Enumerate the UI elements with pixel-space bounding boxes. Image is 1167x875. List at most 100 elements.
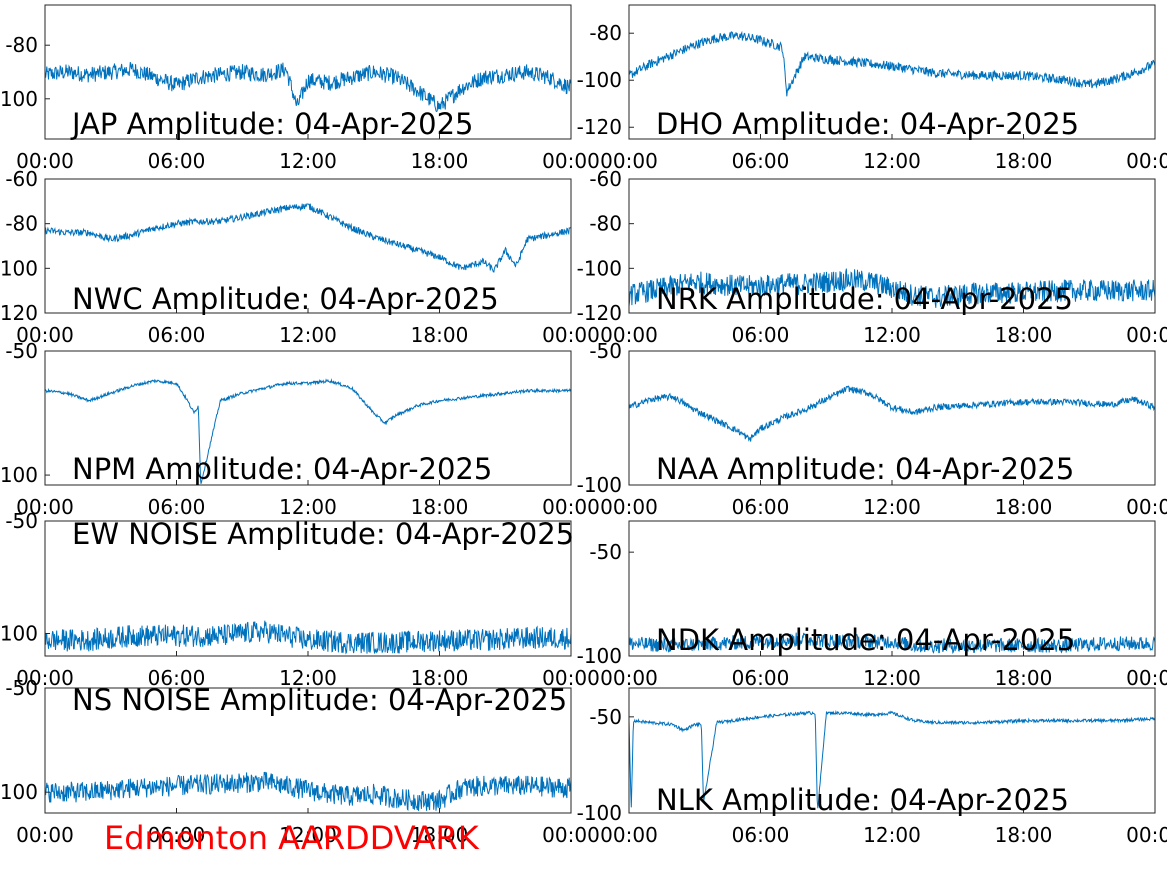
x-tick-label-7-3: 18:00	[995, 666, 1053, 690]
x-tick-label-4-2: 12:00	[279, 495, 337, 519]
chart-panel-0: 00:00 06:00 12:00 18:00 00:00 -80 100 JAP Ampli…	[0, 4, 600, 173]
x-tick-label-5-3: 18:00	[995, 495, 1053, 519]
x-tick-label-1-4: 00:00	[1126, 149, 1167, 173]
x-tick-label-4-1: 06:00	[148, 495, 206, 519]
x-tick-label-5-1: 06:00	[732, 495, 790, 519]
x-tick-label-6-2: 12:00	[279, 666, 337, 690]
chart-title-1: DHO Amplitude: 04-Apr-2025	[656, 107, 1079, 141]
x-tick-label-9-3: 18:00	[995, 823, 1053, 847]
chart-title-7: NDK Amplitude: 04-Apr-2025	[656, 623, 1075, 657]
y-tick-label-6-0: -50	[5, 509, 38, 533]
x-tick-label-1-3: 18:00	[995, 149, 1053, 173]
x-tick-label-0-0: 00:00	[16, 149, 74, 173]
station-label: Edmonton AARDDVARK	[104, 819, 479, 857]
x-tick-label-6-1: 06:00	[148, 666, 206, 690]
y-tick-label-8-0: -50	[5, 676, 38, 700]
x-tick-label-7-4: 00:00	[1126, 666, 1167, 690]
x-tick-label-6-0: 00:00	[16, 666, 74, 690]
y-tick-label-8-1: 100	[0, 780, 38, 804]
x-tick-label-2-3: 18:00	[411, 323, 469, 347]
x-tick-label-9-1: 06:00	[732, 823, 790, 847]
chart-title-9: NLK Amplitude: 04-Apr-2025	[656, 783, 1069, 817]
series-line-2-0	[45, 203, 571, 273]
series-line-7-0	[629, 632, 1155, 655]
y-tick-label-3-2: -100	[577, 256, 622, 280]
series-line-8-0	[45, 771, 571, 811]
chart-title-2: NWC Amplitude: 04-Apr-2025	[72, 282, 499, 316]
x-tick-label-8-1: 06:00	[148, 823, 206, 847]
x-tick-label-0-1: 06:00	[148, 149, 206, 173]
y-tick-label-5-1: -100	[577, 473, 622, 497]
y-tick-label-2-0: -60	[5, 167, 38, 191]
x-tick-label-7-1: 06:00	[732, 666, 790, 690]
y-tick-label-3-1: -80	[589, 212, 622, 236]
y-tick-label-9-0: -50	[589, 705, 622, 729]
x-tick-label-8-3: 18:00	[411, 823, 469, 847]
x-tick-label-3-3: 18:00	[995, 323, 1053, 347]
chart-panel-7: 00:00 06:00 12:00 18:00 00:00 -50 -100 NDK Ampl…	[577, 520, 1167, 690]
x-tick-label-3-4: 00:00	[1126, 323, 1167, 347]
x-tick-label-7-0: 00:00	[600, 666, 658, 690]
y-tick-label-4-1: 100	[0, 463, 38, 487]
x-tick-label-3-0: 00:00	[600, 323, 658, 347]
x-tick-label-6-3: 18:00	[411, 666, 469, 690]
y-tick-label-9-1: -100	[577, 801, 622, 825]
x-tick-label-1-2: 12:00	[863, 149, 921, 173]
chart-panel-9: 00:00 06:00 12:00 18:00 00:00 -50 -100 NLK Ampl…	[577, 687, 1167, 847]
x-tick-label-4-4: 00:00	[542, 495, 600, 519]
x-tick-label-8-4: 00:00	[542, 823, 600, 847]
x-tick-label-0-4: 00:00	[542, 149, 600, 173]
y-tick-label-2-2: 100	[0, 256, 38, 280]
x-tick-label-7-2: 12:00	[863, 666, 921, 690]
x-tick-label-8-0: 00:00	[16, 823, 74, 847]
x-tick-label-9-0: 00:00	[600, 823, 658, 847]
y-tick-label-1-0: -80	[589, 21, 622, 45]
x-tick-label-1-1: 06:00	[732, 149, 790, 173]
x-tick-label-4-0: 00:00	[16, 495, 74, 519]
chart-panel-2: 00:00 06:00 12:00 18:00 00:00 -60 -80 100 120 NWC…	[0, 167, 600, 347]
series-line-5-0	[629, 385, 1155, 442]
chart-title-0: JAP Amplitude: 04-Apr-2025	[70, 107, 474, 141]
y-tick-label-0-1: 100	[0, 87, 38, 111]
y-tick-label-2-3: 120	[0, 301, 38, 325]
y-tick-label-1-1: -100	[577, 68, 622, 92]
chart-panel-6: 00:00 06:00 12:00 18:00 00:00 -50 100 EW NOISE …	[0, 509, 600, 690]
series-line-3-0	[629, 268, 1155, 308]
x-tick-label-2-4: 00:00	[542, 323, 600, 347]
chart-title-8: NS NOISE Amplitude: 04-Apr-2025	[72, 683, 567, 717]
chart-title-6: EW NOISE Amplitude: 04-Apr-2025	[72, 517, 574, 551]
chart-title-3: NRK Amplitude: 04-Apr-2025	[656, 282, 1073, 316]
y-tick-label-5-0: -50	[589, 339, 622, 363]
x-tick-label-0-3: 18:00	[411, 149, 469, 173]
x-tick-label-6-4: 00:00	[542, 666, 600, 690]
y-tick-label-7-0: -50	[589, 540, 622, 564]
chart-panel-4: 00:00 06:00 12:00 18:00 00:00 -50 100 NPM Ampli…	[0, 339, 600, 519]
chart-title-5: NAA Amplitude: 04-Apr-2025	[656, 452, 1074, 486]
y-tick-label-0-0: -80	[5, 33, 38, 57]
chart-panel-8: 00:00 06:00 12:00 18:00 00:00 -50 100 NS NOISE …	[0, 676, 600, 847]
x-tick-label-4-3: 18:00	[411, 495, 469, 519]
y-tick-label-2-1: -80	[5, 212, 38, 236]
x-tick-label-5-0: 00:00	[600, 495, 658, 519]
x-tick-label-8-2: 12:00	[279, 823, 337, 847]
x-tick-label-0-2: 12:00	[279, 149, 337, 173]
y-tick-label-1-2: -120	[577, 115, 622, 139]
x-tick-label-9-2: 12:00	[863, 823, 921, 847]
y-tick-label-7-1: -100	[577, 644, 622, 668]
series-line-0-0	[45, 62, 571, 113]
x-tick-label-3-1: 06:00	[732, 323, 790, 347]
chart-title-4: NPM Amplitude: 04-Apr-2025	[72, 452, 492, 486]
chart-panel-5: 00:00 06:00 12:00 18:00 00:00 -50 -100 NAA Ampl…	[577, 339, 1167, 519]
series-line-9-0	[629, 709, 1155, 809]
chart-panel-1: 00:00 06:00 12:00 18:00 00:00 -80 -100 -120 DHO …	[577, 4, 1167, 173]
x-tick-label-1-0: 00:00	[600, 149, 658, 173]
series-line-6-0	[45, 620, 571, 655]
y-tick-label-4-0: -50	[5, 339, 38, 363]
series-line-4-0	[45, 378, 571, 484]
y-tick-label-6-1: 100	[0, 622, 38, 646]
series-line-1-0	[629, 30, 1155, 97]
x-tick-label-5-4: 00:00	[1126, 495, 1167, 519]
x-tick-label-9-4: 00:00	[1126, 823, 1167, 847]
x-tick-label-2-1: 06:00	[148, 323, 206, 347]
